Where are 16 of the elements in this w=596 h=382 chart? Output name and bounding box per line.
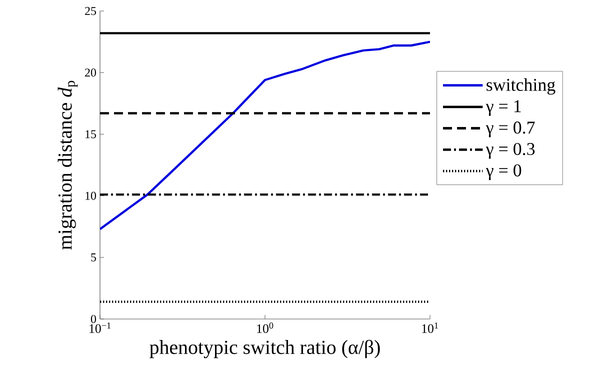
legend-label: γ = 1: [486, 100, 521, 116]
legend-label: γ = 0.3: [486, 142, 535, 159]
y-tick-label: 20: [85, 68, 96, 77]
y-axis-title: migration distance d$_{p}$: [58, 80, 78, 250]
legend-label: γ = 0.7: [486, 122, 535, 138]
x-tick-label: 10$^{−1}$: [90, 322, 110, 333]
y-tick-label: 15: [86, 130, 96, 138]
y-tick-label: 25: [85, 6, 96, 16]
legend-label: switching: [486, 78, 556, 95]
y-tick-label: 0: [90, 314, 96, 324]
x-tick-label: 10$^{0}$: [257, 322, 274, 334]
legend-label: γ = 0: [486, 164, 522, 180]
x-tick-label: 10$^{1}$: [422, 322, 438, 333]
x-axis-title: phenotypic switch ratio (α/β): [150, 340, 380, 358]
y-tick-label: 10: [86, 192, 96, 200]
y-tick-label: 5: [91, 253, 96, 262]
